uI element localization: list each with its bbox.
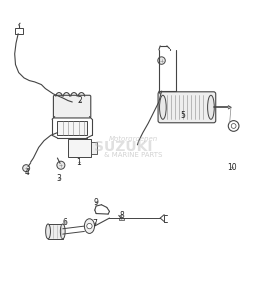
Text: 6: 6 [63,218,68,226]
Circle shape [57,161,65,169]
Text: 9: 9 [94,198,99,207]
Bar [15,28,23,34]
Bar [57,121,87,135]
Text: SUZUKI: SUZUKI [93,140,152,154]
Circle shape [158,57,165,64]
Circle shape [228,121,239,131]
Text: Motorgroepen: Motorgroepen [109,136,158,142]
Text: & MARINE PARTS: & MARINE PARTS [104,152,163,158]
Ellipse shape [46,224,50,239]
Text: 4: 4 [24,168,29,177]
Bar [119,218,124,220]
Ellipse shape [60,224,65,239]
Ellipse shape [160,95,166,119]
Circle shape [231,124,236,128]
FancyBboxPatch shape [53,95,91,118]
Text: 1: 1 [76,158,81,166]
Text: 2: 2 [78,96,83,105]
Ellipse shape [208,95,214,119]
Text: 8: 8 [119,211,124,220]
Bar [48,224,63,239]
Text: 5: 5 [180,111,185,120]
Ellipse shape [84,219,95,233]
Text: 10: 10 [227,163,237,172]
Bar [91,142,97,154]
Bar [68,139,91,157]
Text: 7: 7 [92,219,97,228]
FancyBboxPatch shape [158,92,216,123]
Circle shape [23,165,30,172]
Text: 3: 3 [56,173,61,182]
Circle shape [87,224,92,229]
